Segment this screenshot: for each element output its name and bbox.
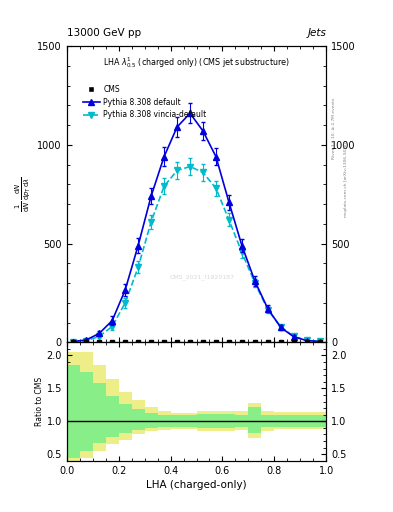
- Y-axis label: $\frac{1}{\mathrm{d}N}\,\frac{\mathrm{d}N}{\mathrm{d}p_T\,\mathrm{d}\lambda}$: $\frac{1}{\mathrm{d}N}\,\frac{\mathrm{d}…: [14, 177, 33, 212]
- Legend: CMS, Pythia 8.308 default, Pythia 8.308 vincia-default: CMS, Pythia 8.308 default, Pythia 8.308 …: [80, 81, 210, 122]
- Text: mcplots.cern.ch [arXiv:1306.3436]: mcplots.cern.ch [arXiv:1306.3436]: [344, 142, 348, 217]
- Text: CMS_2021_I1920187: CMS_2021_I1920187: [169, 274, 234, 280]
- Text: Rivet 3.1.10; ≥ 2.7M events: Rivet 3.1.10; ≥ 2.7M events: [332, 97, 336, 159]
- Text: LHA $\lambda^1_{0.5}$ (charged only) (CMS jet substructure): LHA $\lambda^1_{0.5}$ (charged only) (CM…: [103, 55, 290, 70]
- X-axis label: LHA (charged-only): LHA (charged-only): [146, 480, 247, 490]
- Text: 13000 GeV pp: 13000 GeV pp: [67, 28, 141, 38]
- Y-axis label: Ratio to CMS: Ratio to CMS: [35, 377, 44, 426]
- Text: Jets: Jets: [307, 28, 326, 38]
